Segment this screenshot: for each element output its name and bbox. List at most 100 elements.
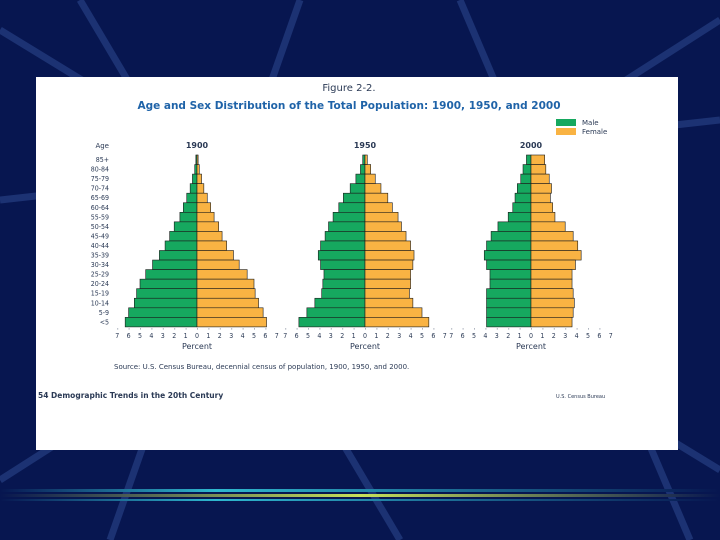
female-bar [364, 212, 399, 223]
female-bar [196, 269, 248, 280]
x-tick-label: 4 [241, 332, 245, 340]
x-axis-title: Percent [182, 342, 212, 351]
female-bar [530, 154, 545, 165]
age-label: 85+ [96, 156, 109, 164]
x-tick-label: 3 [397, 332, 401, 340]
male-bar [522, 164, 532, 175]
male-bar [512, 202, 532, 213]
female-bar [196, 173, 202, 184]
male-bar [320, 240, 366, 251]
male-bar [136, 288, 198, 299]
x-tick-label: 7 [275, 332, 279, 340]
male-bar [128, 307, 198, 318]
age-label: 35-39 [91, 252, 109, 260]
male-bar [520, 173, 532, 184]
x-tick-label: 2 [552, 332, 556, 340]
male-bar [349, 183, 366, 194]
male-bar [179, 212, 198, 223]
female-bar [530, 164, 547, 175]
x-tick-label: 7 [443, 332, 447, 340]
pyramid-year-label: 2000 [520, 141, 543, 150]
male-bar [298, 317, 366, 328]
male-bar [173, 221, 198, 232]
x-tick-label: 3 [329, 332, 333, 340]
x-tick-label: 2 [506, 332, 510, 340]
x-tick-label: 6 [597, 332, 601, 340]
figure-number: Figure 2-2. [322, 83, 375, 94]
pyramid-year-label: 1900 [186, 141, 209, 150]
male-bar [324, 231, 366, 242]
female-bar [196, 183, 205, 194]
age-label: 55-59 [91, 213, 109, 221]
x-tick-label: 0 [529, 332, 533, 340]
female-bar [364, 307, 423, 318]
female-bar [196, 307, 264, 318]
male-bar [194, 164, 198, 175]
male-bar [192, 173, 198, 184]
female-bar [530, 212, 556, 223]
x-tick-label: 2 [340, 332, 344, 340]
female-bar [196, 240, 227, 251]
female-bar [196, 259, 240, 270]
male-bar [526, 154, 532, 165]
male-bar [338, 202, 366, 213]
male-bar [145, 269, 198, 280]
female-bar [364, 173, 376, 184]
x-tick-label: 2 [386, 332, 390, 340]
x-tick-label: 3 [161, 332, 165, 340]
x-tick-label: 5 [306, 332, 310, 340]
male-bar [486, 259, 532, 270]
age-label: 25-29 [91, 271, 109, 279]
female-bar [530, 269, 573, 280]
x-tick-label: 1 [184, 332, 188, 340]
male-bar [323, 269, 366, 280]
age-label: 20-24 [91, 280, 109, 288]
x-tick-label: 7 [283, 332, 287, 340]
x-tick-label: 4 [149, 332, 153, 340]
female-bar [530, 202, 553, 213]
male-bar [183, 202, 198, 213]
female-bar [364, 288, 410, 299]
female-bar [364, 297, 414, 309]
age-label: 45-49 [91, 232, 109, 240]
male-bar [486, 240, 532, 251]
male-bar [497, 221, 532, 232]
age-label: 70-74 [91, 185, 109, 193]
male-bar [322, 278, 366, 289]
x-tick-label: 6 [263, 332, 267, 340]
age-label: 60-64 [91, 204, 109, 212]
x-tick-label: 6 [461, 332, 465, 340]
male-bar [328, 221, 366, 232]
age-label: 65-69 [91, 194, 109, 202]
x-tick-label: 6 [295, 332, 299, 340]
male-bar [514, 192, 532, 204]
male-bar [507, 212, 532, 223]
pyramid-year-label: 1950 [354, 141, 377, 150]
x-tick-label: 1 [518, 332, 522, 340]
female-bar [196, 317, 267, 328]
female-bar [364, 164, 371, 175]
male-bar [189, 183, 198, 194]
female-bar [196, 278, 255, 289]
age-label: 15-19 [91, 290, 109, 298]
x-tick-label: 4 [409, 332, 413, 340]
male-bar [164, 240, 198, 251]
female-bar [196, 297, 259, 309]
female-bar [530, 221, 566, 232]
female-bar [196, 250, 234, 261]
female-bar [530, 173, 550, 184]
male-bar [139, 278, 198, 289]
male-bar [489, 269, 532, 280]
male-bar [321, 288, 366, 299]
age-label: <5 [100, 318, 109, 326]
male-bar [486, 288, 532, 299]
female-bar [364, 154, 368, 165]
x-axis-title: Percent [350, 342, 380, 351]
female-bar [364, 250, 415, 261]
x-tick-label: 7 [115, 332, 119, 340]
